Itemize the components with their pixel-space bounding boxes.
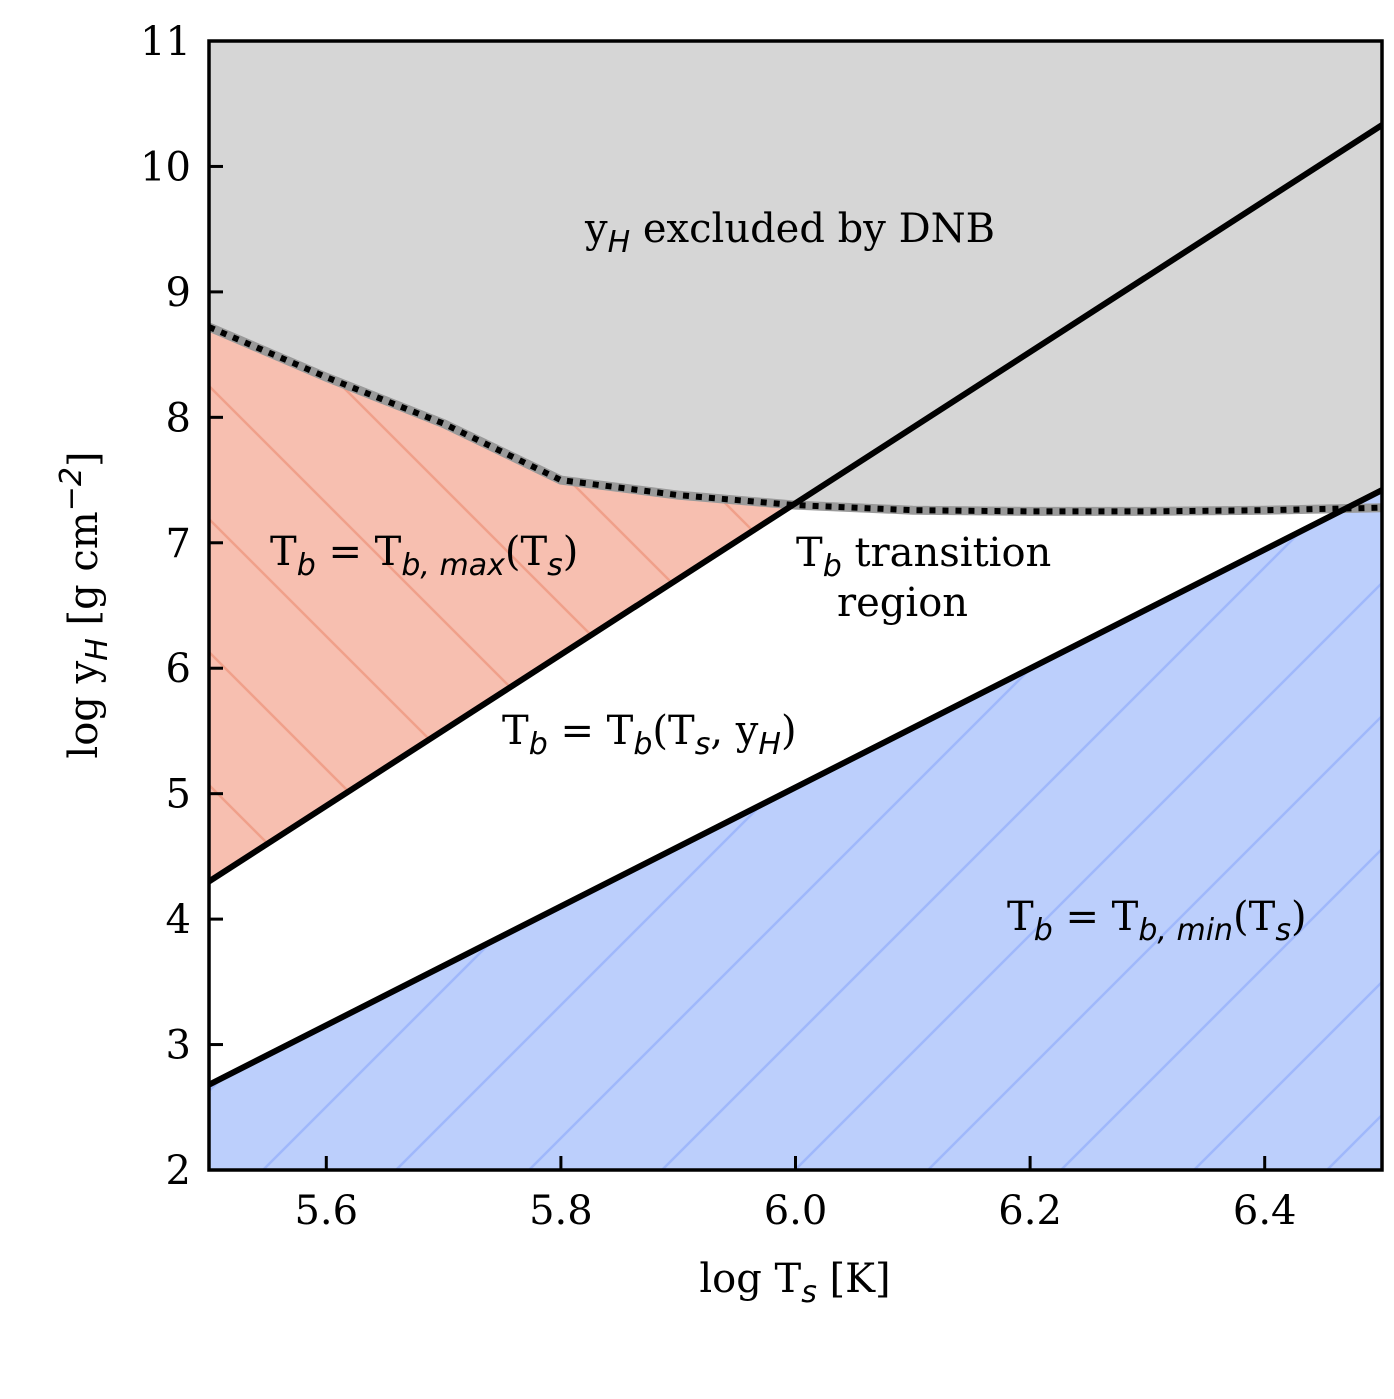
y-axis-label: log yH [g cm−2] <box>54 451 115 758</box>
annotation-tbmax: Tb = Tb, max(Ts) <box>270 529 578 583</box>
annotation-transition-line1: Tb transition <box>796 530 1051 584</box>
hatch-line <box>860 490 1382 1170</box>
y-tick-label: 6 <box>166 646 191 692</box>
y-tick-label: 4 <box>166 897 191 943</box>
y-tick-label: 8 <box>166 395 191 441</box>
hatch-line <box>209 327 793 882</box>
hatch-line <box>209 327 793 882</box>
hatch-line <box>1126 490 1382 1170</box>
x-tick-label: 6.4 <box>1233 1188 1297 1234</box>
x-axis-label: log Ts [K] <box>699 1256 890 1310</box>
annotation-dnb: yH excluded by DNB <box>584 206 995 260</box>
y-tick-label: 3 <box>166 1023 191 1069</box>
annotation-transition-line2: region <box>837 580 968 626</box>
y-tick-label: 5 <box>166 772 191 818</box>
y-tick-label: 11 <box>140 19 191 65</box>
dnb-excluded-region <box>209 41 1382 512</box>
hatch-line <box>209 327 793 882</box>
dnb-boundary-dotted-line <box>209 324 1382 515</box>
hatch-line <box>993 490 1382 1170</box>
y-tick-label: 2 <box>166 1148 191 1194</box>
y-tick-label: 10 <box>140 144 191 190</box>
tbmin-region <box>209 490 1382 1170</box>
hatch-line <box>209 327 793 882</box>
x-axis-ticks: 5.6 5.8 6.0 6.2 6.4 <box>294 1156 1297 1234</box>
x-tick-label: 6.0 <box>764 1188 828 1234</box>
y-tick-label: 7 <box>166 521 191 567</box>
hatch-line <box>461 490 1382 1170</box>
x-tick-label: 5.6 <box>294 1188 358 1234</box>
upper-boundary-line <box>209 122 1382 885</box>
hatch-line <box>594 490 1382 1170</box>
hatch-line <box>727 490 1382 1170</box>
x-tick-label: 5.8 <box>529 1188 593 1234</box>
tbmax-region <box>209 327 793 882</box>
annotation-tb-function: Tb = Tb(Ts, yH) <box>502 708 797 762</box>
y-axis-ticks: 2 3 4 5 6 7 8 9 10 11 <box>140 19 223 1194</box>
annotation-tbmin: Tb = Tb, min(Ts) <box>1007 894 1307 948</box>
x-tick-label: 6.2 <box>998 1188 1062 1234</box>
y-tick-label: 9 <box>166 270 191 316</box>
lower-boundary-line <box>209 487 1382 1088</box>
